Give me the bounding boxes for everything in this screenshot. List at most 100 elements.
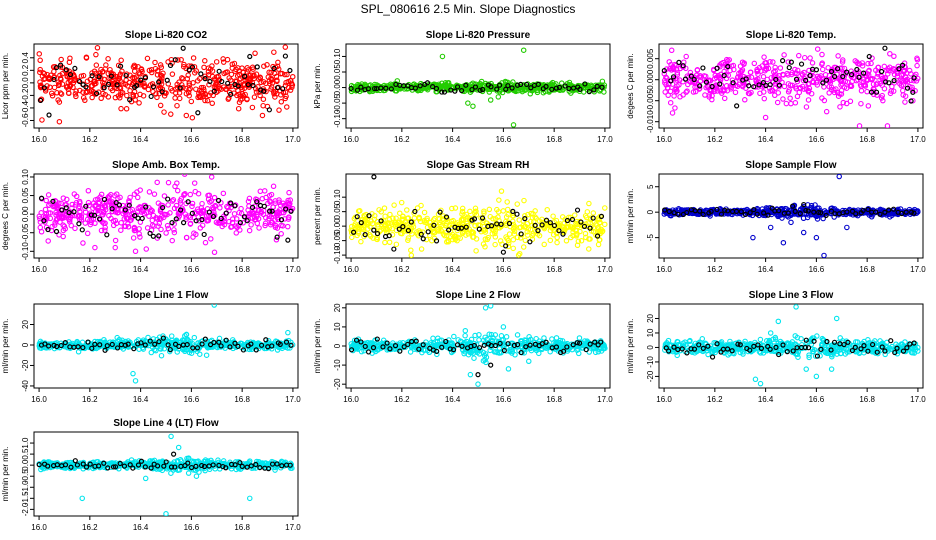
black-point [669,79,673,83]
point [409,248,413,252]
point [542,242,546,246]
black-point [47,113,51,117]
black-point [151,234,155,238]
point [388,212,392,216]
point [903,100,907,104]
point [824,109,828,113]
point [124,107,128,111]
point [820,52,824,56]
y-tick-label: 0.00 [333,79,342,95]
point [119,106,123,110]
y-tick-label: 0.00 [21,206,30,222]
point [548,238,552,242]
x-tick-label: 16.4 [758,135,774,144]
point [253,51,257,55]
x-tick-label: 16.6 [496,265,512,274]
point [272,50,276,54]
point [669,101,673,105]
data-points [662,46,920,128]
point [859,101,863,105]
y-axis-label: degrees C per min. [1,182,10,250]
point [164,231,168,235]
black-point [781,59,785,63]
point [522,198,526,202]
panel-title: Slope Amb. Box Temp. [112,160,220,171]
y-axis-label: ml/min per min. [626,319,635,374]
point [158,103,162,107]
point [797,53,801,57]
outlier-point [521,48,525,52]
black-point [166,197,170,201]
data-points [349,304,607,387]
y-tick-label: 0 [333,343,342,348]
point [821,67,825,71]
point [587,201,591,205]
point [869,61,873,65]
point [808,56,812,60]
black-point [182,221,186,225]
black-point [392,247,396,251]
point [277,108,281,112]
y-tick-label: -0.05 [21,223,30,242]
outlier-point [781,241,785,245]
point [793,101,797,105]
point [145,226,149,230]
point [173,96,177,100]
point [815,47,819,51]
black-point [267,108,271,112]
panel-title: Slope Gas Stream RH [427,160,530,171]
panel-4: Slope Amb. Box Temp.16.0 16.2 16.4 16.6 16.8… [1,160,301,274]
y-tick-label: 20 [333,303,342,312]
point [39,230,43,234]
point [545,208,549,212]
data-points [37,172,295,255]
y-tick-label: -40 [21,380,30,392]
data-points [37,303,295,383]
plots-canvas: Slope Li-820 CO216.0 16.2 16.4 16.6 16.8 17.0… [0,0,936,540]
y-tick-label: -20 [21,359,30,371]
outlier-point [885,124,889,128]
point [90,95,94,99]
black-point [39,98,43,102]
black-point [681,64,685,68]
y-tick-label: 0.10 [333,48,342,64]
x-tick-label: 16.6 [496,135,512,144]
x-tick-label: 16.4 [758,395,774,404]
point [542,336,546,340]
outlier-point [204,353,208,357]
point [271,184,275,188]
y-tick-label: -20 [333,378,342,390]
black-point [78,80,82,84]
black-point [787,66,791,70]
panel-7: Slope Line 1 Flow16.0 16.2 16.4 16.6 16.8 17.… [1,290,301,404]
point [172,230,176,234]
y-tick-label: 20 [646,313,655,322]
point [394,242,398,246]
point [178,96,182,100]
outlier-point [501,325,505,329]
point [788,96,792,100]
point [359,239,363,243]
point [468,209,472,213]
y-tick-label: -0.10 [21,242,30,261]
point [497,198,501,202]
point [73,226,77,230]
point [286,224,290,228]
point [477,338,481,342]
point [152,192,156,196]
black-point [199,72,203,76]
black-point [202,232,206,236]
black-point [576,208,580,212]
point [673,106,677,110]
point [43,207,47,211]
panel-title: Slope Sample Flow [745,160,836,171]
data-points [349,175,607,258]
point [119,228,123,232]
point [511,246,515,250]
x-tick-label: 16.4 [445,265,461,274]
point [603,206,607,210]
outlier-point [669,48,673,52]
black-point [226,81,230,85]
point [125,93,129,97]
y-tick-label: -0.005 [646,89,655,112]
